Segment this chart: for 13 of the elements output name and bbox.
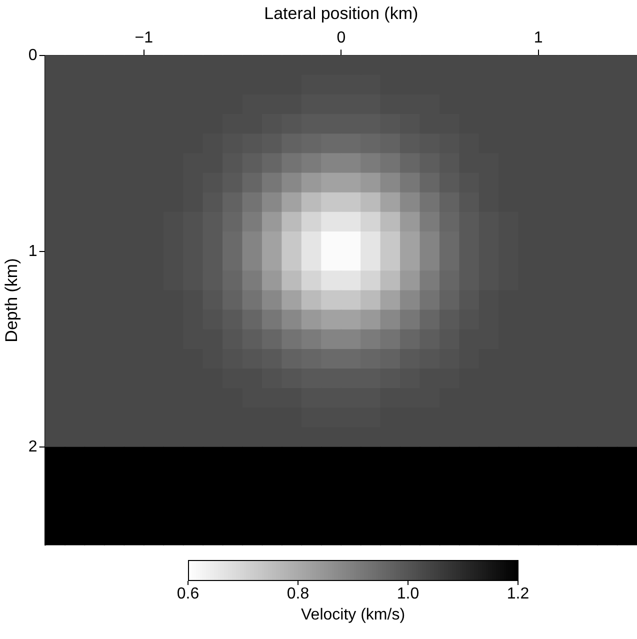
x-tick-label: −1	[134, 29, 154, 46]
color-bar-label: 1.0	[396, 585, 420, 602]
y-axis-title: Depth (km)	[2, 258, 21, 342]
color-bar-label: 0.6	[176, 585, 200, 602]
y-tick-label: 1	[28, 242, 38, 260]
color-bar-title: Velocity (km/s)	[300, 606, 406, 624]
color-bar-label: 1.2	[506, 585, 530, 602]
color-bar-label: 0.8	[286, 585, 310, 602]
y-tick-label: 2	[28, 438, 38, 456]
x-tick-label: 0	[336, 29, 346, 46]
y-tick-label: 0	[28, 47, 38, 64]
x-axis-title: Lateral position (km)	[264, 4, 418, 23]
x-tick-label: 1	[534, 29, 543, 46]
